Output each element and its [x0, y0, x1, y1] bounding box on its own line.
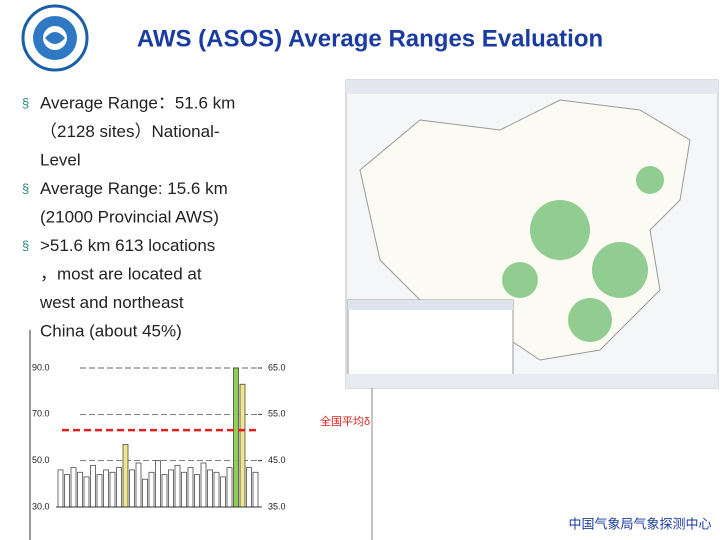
y-tick-label: 50.0 — [32, 455, 50, 465]
bar — [77, 471, 83, 508]
bar — [246, 467, 252, 508]
bar — [161, 474, 168, 508]
bar — [96, 474, 103, 508]
bullet-marker: § — [22, 181, 29, 196]
y2-tick-label: 55.0 — [268, 409, 286, 419]
bar — [57, 469, 64, 508]
bar — [109, 471, 116, 508]
bar — [148, 471, 155, 508]
bullet-text: Average Range: 15.6 km — [40, 179, 228, 198]
map-screenshot — [345, 79, 719, 389]
y2-tick-label: 65.0 — [268, 362, 286, 372]
bullet-text: west and northeast — [39, 293, 184, 312]
bar — [174, 464, 181, 508]
title: AWS (ASOS) Average Ranges Evaluation — [137, 25, 603, 52]
bar — [207, 469, 213, 508]
bullet-text: （2128 sites）National- — [40, 122, 220, 141]
bar — [103, 469, 109, 508]
y-tick-label: 90.0 — [32, 362, 50, 372]
bullet-text: China (about 45%) — [40, 321, 182, 340]
bar — [213, 471, 220, 508]
bar — [181, 471, 187, 508]
bar-chart: 30.0 50.0 70.0 90.0 35.0 45.0 55.0 65.0 全国平均δ — [32, 362, 370, 511]
bar — [70, 467, 77, 508]
bar — [168, 469, 174, 508]
bar — [155, 460, 161, 508]
bullet-text: ，most are located at — [40, 264, 202, 283]
y-tick-label: 70.0 — [32, 409, 50, 419]
bar — [129, 469, 135, 508]
reference-label: 全国平均δ — [320, 414, 370, 428]
bar — [142, 478, 148, 508]
bar — [226, 467, 233, 508]
bar — [187, 467, 194, 508]
bar — [116, 467, 122, 508]
bullet-text: >51.6 km 613 locations — [40, 236, 215, 255]
y2-tick-label: 45.0 — [268, 455, 286, 465]
bar — [135, 462, 142, 508]
bar — [83, 476, 90, 508]
logo — [21, 4, 89, 72]
bar — [90, 464, 96, 508]
bullet-text: (21000 Provincial AWS) — [40, 207, 219, 226]
bar — [200, 462, 207, 508]
bar — [233, 367, 239, 508]
bullet-list: § Average Range：51.6 km （2128 sites）Nation… — [22, 93, 235, 340]
y2-tick-label: 35.0 — [268, 501, 286, 511]
bar — [64, 474, 70, 508]
bullet-text: Level — [40, 150, 81, 169]
bar — [239, 383, 246, 508]
bullet-text: Average Range：51.6 km — [40, 93, 235, 112]
bullet-marker: § — [22, 238, 29, 253]
bullet-marker: § — [22, 95, 29, 110]
footer: 中国气象局气象探测中心 — [568, 516, 711, 531]
bar — [194, 474, 200, 508]
bar — [122, 444, 129, 508]
y-tick-label: 30.0 — [32, 501, 50, 511]
bar — [252, 471, 259, 508]
bar — [220, 476, 226, 508]
